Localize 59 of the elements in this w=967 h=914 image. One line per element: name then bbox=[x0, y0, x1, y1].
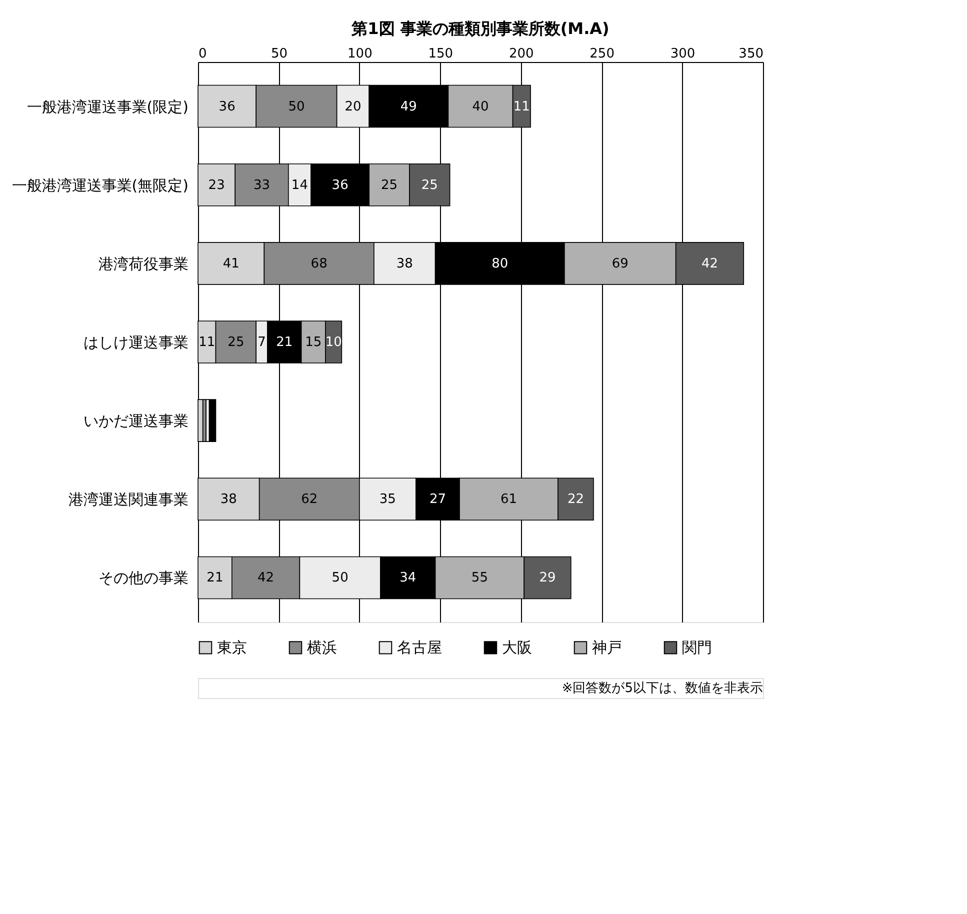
data-label: 38 bbox=[220, 492, 237, 508]
data-label: 80 bbox=[492, 256, 508, 272]
data-label: 20 bbox=[344, 99, 362, 114]
x-tick-label: 150 bbox=[428, 46, 454, 62]
data-label: 25 bbox=[381, 178, 398, 193]
data-label: 7 bbox=[258, 335, 266, 350]
y-tick-label: 港湾荷役事業 bbox=[98, 254, 188, 273]
data-label: 15 bbox=[305, 335, 322, 350]
data-label: 50 bbox=[332, 570, 348, 586]
data-label: 27 bbox=[429, 492, 446, 508]
data-label: 11 bbox=[198, 335, 216, 350]
data-label: 33 bbox=[253, 178, 270, 193]
data-label: 34 bbox=[400, 570, 416, 586]
data-label: 36 bbox=[218, 99, 236, 114]
data-label: 10 bbox=[325, 335, 342, 350]
data-label: 25 bbox=[228, 335, 244, 350]
data-label: 61 bbox=[500, 492, 518, 508]
data-label: 25 bbox=[421, 178, 438, 193]
data-label: 36 bbox=[332, 178, 348, 193]
legend-label: 大阪 bbox=[502, 638, 532, 657]
y-tick-label: その他の事業 bbox=[98, 569, 188, 588]
data-label: 22 bbox=[567, 492, 584, 508]
data-label: 14 bbox=[291, 178, 308, 193]
x-tick-label: 50 bbox=[270, 46, 288, 62]
data-label: 41 bbox=[222, 256, 240, 272]
legend-label: 関門 bbox=[682, 638, 712, 657]
y-tick-label: 一般港湾運送事業(無限定) bbox=[12, 176, 188, 194]
data-label: 23 bbox=[208, 178, 225, 193]
legend-label: 横浜 bbox=[307, 638, 337, 657]
data-label: 29 bbox=[539, 570, 556, 586]
data-label: 55 bbox=[471, 570, 488, 586]
x-tick-label: 200 bbox=[508, 46, 534, 62]
x-tick-label: 0 bbox=[198, 46, 207, 62]
data-label: 11 bbox=[513, 99, 530, 114]
data-label: 42 bbox=[258, 570, 274, 586]
x-tick-label: 100 bbox=[348, 46, 372, 62]
legend-label: 神戸 bbox=[592, 638, 622, 657]
x-tick-label: 300 bbox=[670, 46, 696, 62]
data-label: 21 bbox=[206, 570, 224, 586]
chart-title: 第1図 事業の種類別事業所数(M.A) bbox=[350, 19, 610, 38]
data-label: 49 bbox=[400, 99, 417, 114]
x-tick-label: 350 bbox=[738, 46, 764, 62]
text: ※回答数が5以下は、数値を非表示 bbox=[562, 681, 763, 696]
data-label: 50 bbox=[288, 99, 305, 114]
data-label: 42 bbox=[701, 256, 718, 272]
y-tick-label: はしけ運送事業 bbox=[84, 334, 188, 352]
data-label: 35 bbox=[379, 492, 396, 508]
legend-label: 東京 bbox=[217, 638, 247, 657]
y-tick-label: いかだ運送事業 bbox=[84, 412, 188, 430]
data-label: 38 bbox=[396, 256, 413, 272]
x-tick-label: 250 bbox=[590, 46, 614, 62]
data-label: 69 bbox=[612, 256, 628, 272]
legend-label: 名古屋 bbox=[397, 638, 442, 657]
data-label: 21 bbox=[276, 335, 293, 350]
data-label: 40 bbox=[472, 99, 489, 114]
y-tick-label: 一般港湾運送事業(限定) bbox=[26, 98, 188, 116]
y-tick-label: 港湾運送関連事業 bbox=[68, 490, 188, 509]
data-label: 68 bbox=[310, 256, 328, 272]
data-label: 62 bbox=[301, 492, 318, 508]
